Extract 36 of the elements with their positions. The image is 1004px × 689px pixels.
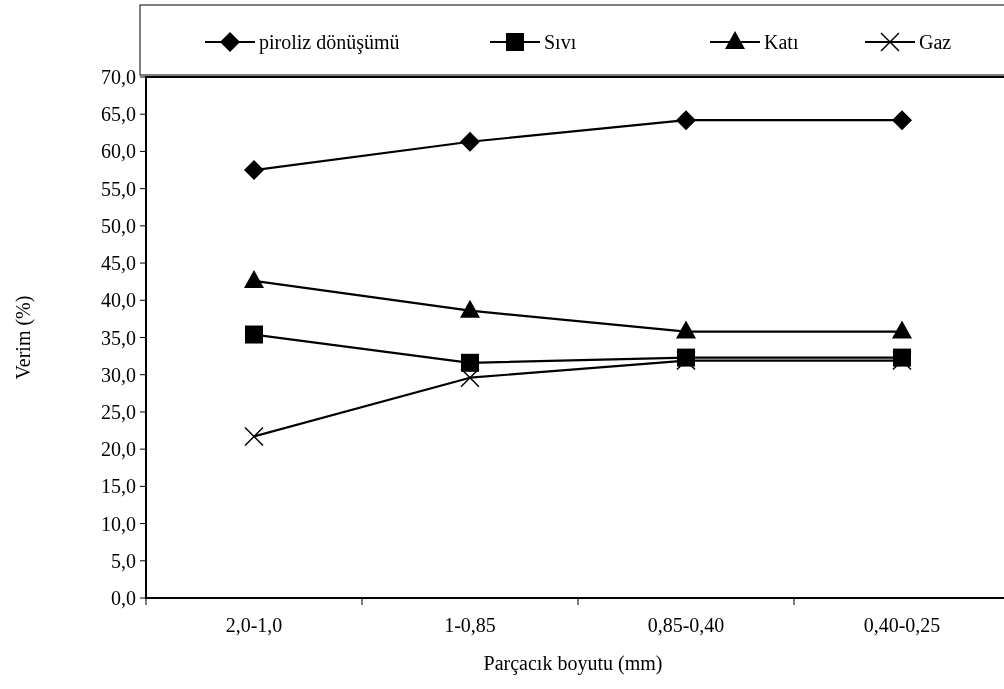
y-tick-label: 0,0 (111, 587, 136, 609)
y-tick-label: 45,0 (101, 252, 136, 275)
legend-label: Sıvı (544, 31, 577, 53)
point (460, 299, 480, 318)
legend-label: Gaz (919, 31, 952, 53)
y-tick-label: 30,0 (101, 363, 136, 386)
y-tick-label: 15,0 (101, 475, 136, 498)
point (676, 110, 696, 131)
y-tick-label: 65,0 (101, 103, 136, 126)
x-tick-label: 0,85-0,40 (647, 614, 725, 636)
y-tick-label: 50,0 (101, 214, 136, 237)
y-tick-label: 35,0 (101, 326, 136, 349)
legend-label: Katı (764, 31, 799, 53)
point (245, 325, 263, 344)
y-tick-label: 5,0 (111, 549, 136, 572)
point (460, 367, 480, 388)
y-tick-label: 60,0 (101, 140, 136, 163)
y-tick-label: 25,0 (101, 400, 136, 423)
y-tick-label: 20,0 (101, 438, 136, 461)
point (244, 426, 264, 447)
point (892, 110, 912, 131)
y-tick-label: 10,0 (101, 512, 136, 535)
point (461, 353, 479, 372)
legend-label: piroliz dönüşümü (259, 31, 400, 54)
y-tick-label: 40,0 (101, 289, 136, 312)
point (892, 320, 912, 339)
point (460, 131, 480, 152)
x-tick-label: 0,40-0,25 (863, 614, 941, 636)
y-tick-label: 55,0 (101, 177, 136, 200)
x-tick-label: 1-0,85 (444, 614, 496, 636)
point (244, 160, 264, 181)
y-tick-label: 70,0 (101, 66, 136, 88)
x-axis-title: Parçacık boyutu (mm) (483, 652, 663, 675)
x-tick-label: 2,0-1,0 (225, 614, 283, 636)
y-axis-title: Verim (%) (12, 295, 35, 380)
point (676, 320, 696, 339)
